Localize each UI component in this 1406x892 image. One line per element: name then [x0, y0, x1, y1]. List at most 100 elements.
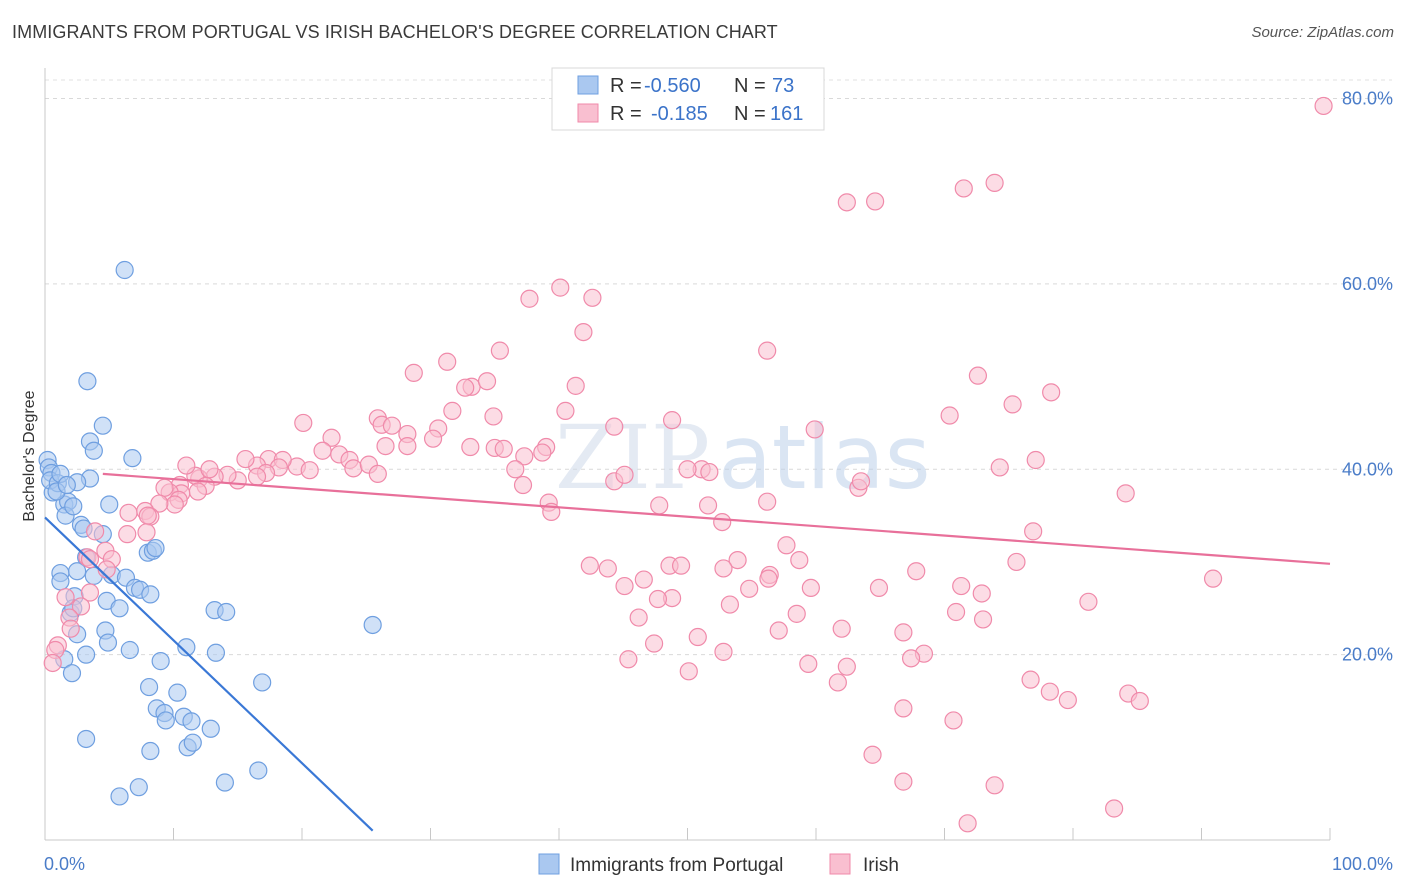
source-label: Source: ZipAtlas.com: [1251, 24, 1394, 41]
point-irish: [583, 288, 602, 307]
point-portugal: [129, 778, 148, 797]
point-irish: [700, 462, 719, 482]
point-portugal: [249, 761, 268, 780]
point-portugal: [84, 441, 103, 460]
point-irish: [990, 458, 1009, 477]
point-irish: [901, 649, 921, 668]
point-portugal: [51, 572, 70, 591]
point-irish: [61, 619, 80, 638]
point-irish: [973, 610, 993, 629]
point-irish: [972, 584, 991, 603]
point-irish: [119, 503, 138, 522]
point-portugal: [93, 416, 112, 435]
point-irish: [150, 494, 169, 513]
point-irish: [56, 588, 75, 607]
point-irish: [851, 472, 871, 491]
point-irish: [177, 456, 196, 475]
legend-r-value-2: -0.185: [651, 103, 708, 125]
point-portugal: [215, 773, 234, 792]
point-irish: [790, 550, 809, 570]
point-irish: [513, 475, 533, 495]
point-portugal: [77, 645, 96, 664]
point-portugal: [139, 677, 159, 697]
point-irish: [456, 378, 475, 397]
point-irish: [866, 192, 885, 211]
point-irish: [759, 569, 778, 588]
point-irish: [300, 461, 319, 480]
point-irish: [863, 745, 882, 764]
legend-r-label-2: R =: [610, 103, 642, 125]
point-portugal: [363, 615, 382, 635]
x-tick-label: 100.0%: [1332, 854, 1393, 874]
legend-r-value-1: -0.560: [644, 75, 701, 97]
point-portugal: [78, 372, 97, 391]
point-irish: [720, 595, 740, 614]
point-portugal: [168, 683, 187, 702]
point-irish: [322, 428, 341, 447]
point-irish: [832, 619, 851, 638]
y-axis-label: Bachelor's Degree: [21, 390, 38, 521]
legend-n-label-2: N =: [734, 103, 766, 125]
point-irish: [461, 437, 480, 457]
point-irish: [247, 467, 267, 486]
point-irish: [968, 366, 988, 385]
point-irish: [985, 173, 1004, 192]
point-irish: [515, 447, 534, 466]
point-irish: [740, 579, 759, 598]
y-tick-label: 80.0%: [1342, 89, 1393, 109]
point-portugal: [253, 673, 272, 692]
point-irish: [615, 576, 634, 596]
point-irish: [801, 578, 820, 598]
point-portugal: [217, 602, 236, 622]
point-irish: [1203, 569, 1223, 588]
point-irish: [758, 341, 777, 360]
watermark-zip: ZIP: [555, 406, 710, 509]
point-irish: [1040, 682, 1059, 701]
point-irish: [1003, 395, 1022, 414]
point-irish: [629, 608, 648, 627]
point-irish: [494, 439, 513, 458]
point-irish: [650, 496, 669, 515]
point-portugal: [120, 640, 139, 660]
point-irish: [506, 460, 525, 479]
point-irish: [1042, 383, 1061, 402]
point-irish: [1058, 690, 1077, 710]
point-irish: [615, 465, 634, 484]
point-irish: [688, 627, 707, 647]
point-irish: [605, 417, 624, 436]
point-irish: [344, 459, 363, 478]
point-portugal: [100, 495, 119, 514]
point-irish: [940, 406, 959, 425]
point-portugal: [110, 599, 129, 618]
point-irish: [574, 322, 593, 342]
point-irish: [713, 512, 732, 532]
point-irish: [1007, 552, 1026, 572]
point-irish: [533, 443, 552, 462]
point-irish: [619, 650, 638, 669]
point-irish: [43, 653, 62, 673]
top-legend: R = -0.560 N = 73 R = -0.185 N = 161: [551, 67, 825, 131]
bottom-legend-swatch-irish: [829, 853, 851, 875]
point-irish: [671, 556, 691, 575]
point-irish: [404, 363, 423, 382]
point-irish: [952, 576, 971, 596]
point-portugal: [57, 475, 76, 495]
point-portugal: [206, 643, 226, 662]
point-irish: [869, 578, 889, 598]
point-irish: [551, 278, 570, 297]
point-irish: [80, 583, 100, 602]
point-irish: [556, 401, 575, 420]
point-irish: [805, 420, 824, 439]
point-irish: [1116, 484, 1135, 503]
point-portugal: [98, 633, 118, 652]
point-irish: [598, 559, 617, 578]
point-irish: [313, 441, 332, 460]
point-irish: [894, 623, 913, 642]
point-irish: [1021, 670, 1040, 689]
point-portugal: [110, 787, 129, 806]
point-irish: [398, 436, 417, 456]
point-irish: [1130, 691, 1149, 711]
point-irish: [137, 523, 156, 542]
point-irish: [376, 436, 395, 456]
point-irish: [662, 411, 682, 430]
